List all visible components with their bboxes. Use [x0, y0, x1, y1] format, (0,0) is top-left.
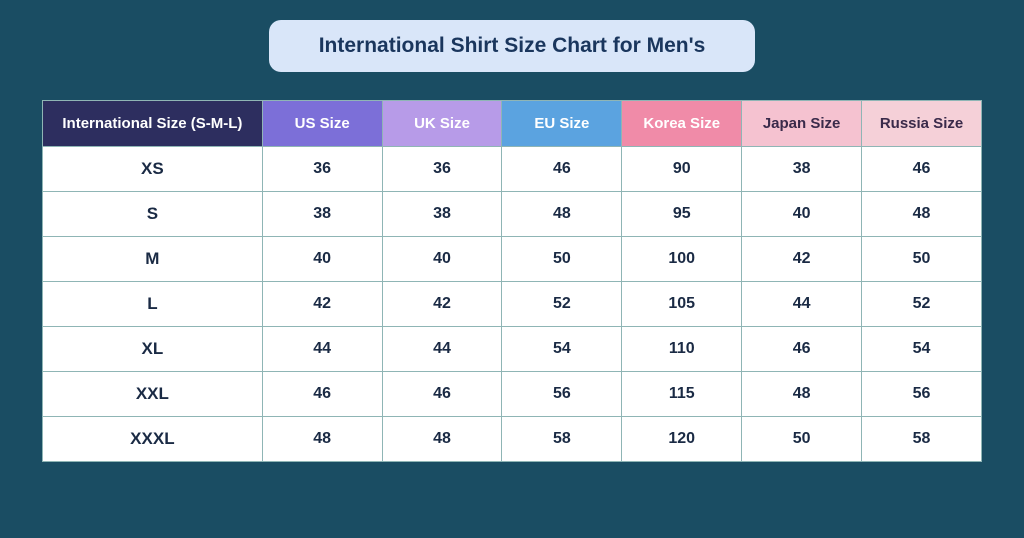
cell-uk: 42 [382, 282, 502, 327]
cell-russia: 48 [862, 192, 982, 237]
cell-uk: 48 [382, 417, 502, 462]
cell-us: 36 [262, 147, 382, 192]
cell-intl: XS [43, 147, 263, 192]
chart-title: International Shirt Size Chart for Men's [269, 20, 756, 72]
table-row: M4040501004250 [43, 237, 982, 282]
cell-uk: 38 [382, 192, 502, 237]
cell-eu: 58 [502, 417, 622, 462]
table-row: XXL4646561154856 [43, 372, 982, 417]
cell-japan: 38 [742, 147, 862, 192]
cell-japan: 48 [742, 372, 862, 417]
cell-intl: M [43, 237, 263, 282]
table-row: L4242521054452 [43, 282, 982, 327]
column-header-uk: UK Size [382, 101, 502, 147]
table-header: International Size (S-M-L)US SizeUK Size… [43, 101, 982, 147]
column-header-russia: Russia Size [862, 101, 982, 147]
column-header-japan: Japan Size [742, 101, 862, 147]
cell-korea: 115 [622, 372, 742, 417]
size-chart-table: International Size (S-M-L)US SizeUK Size… [42, 100, 982, 462]
cell-eu: 56 [502, 372, 622, 417]
cell-us: 46 [262, 372, 382, 417]
cell-uk: 36 [382, 147, 502, 192]
cell-japan: 46 [742, 327, 862, 372]
table-row: XXXL4848581205058 [43, 417, 982, 462]
cell-russia: 54 [862, 327, 982, 372]
table-body: XS363646903846S383848954048M404050100425… [43, 147, 982, 462]
cell-us: 40 [262, 237, 382, 282]
cell-eu: 46 [502, 147, 622, 192]
cell-russia: 56 [862, 372, 982, 417]
cell-eu: 54 [502, 327, 622, 372]
cell-intl: XXL [43, 372, 263, 417]
table-row: XL4444541104654 [43, 327, 982, 372]
cell-korea: 110 [622, 327, 742, 372]
cell-uk: 44 [382, 327, 502, 372]
column-header-us: US Size [262, 101, 382, 147]
cell-uk: 40 [382, 237, 502, 282]
cell-eu: 48 [502, 192, 622, 237]
cell-russia: 50 [862, 237, 982, 282]
cell-japan: 44 [742, 282, 862, 327]
cell-us: 44 [262, 327, 382, 372]
cell-korea: 120 [622, 417, 742, 462]
cell-eu: 50 [502, 237, 622, 282]
cell-us: 38 [262, 192, 382, 237]
cell-korea: 90 [622, 147, 742, 192]
size-chart-table-container: International Size (S-M-L)US SizeUK Size… [42, 100, 982, 462]
cell-korea: 100 [622, 237, 742, 282]
cell-korea: 95 [622, 192, 742, 237]
cell-intl: S [43, 192, 263, 237]
cell-japan: 42 [742, 237, 862, 282]
cell-uk: 46 [382, 372, 502, 417]
cell-eu: 52 [502, 282, 622, 327]
column-header-intl: International Size (S-M-L) [43, 101, 263, 147]
table-row: XS363646903846 [43, 147, 982, 192]
column-header-korea: Korea Size [622, 101, 742, 147]
column-header-eu: EU Size [502, 101, 622, 147]
cell-japan: 50 [742, 417, 862, 462]
cell-russia: 58 [862, 417, 982, 462]
table-row: S383848954048 [43, 192, 982, 237]
cell-intl: L [43, 282, 263, 327]
cell-russia: 46 [862, 147, 982, 192]
cell-intl: XL [43, 327, 263, 372]
cell-us: 42 [262, 282, 382, 327]
cell-us: 48 [262, 417, 382, 462]
cell-intl: XXXL [43, 417, 263, 462]
cell-korea: 105 [622, 282, 742, 327]
cell-japan: 40 [742, 192, 862, 237]
cell-russia: 52 [862, 282, 982, 327]
